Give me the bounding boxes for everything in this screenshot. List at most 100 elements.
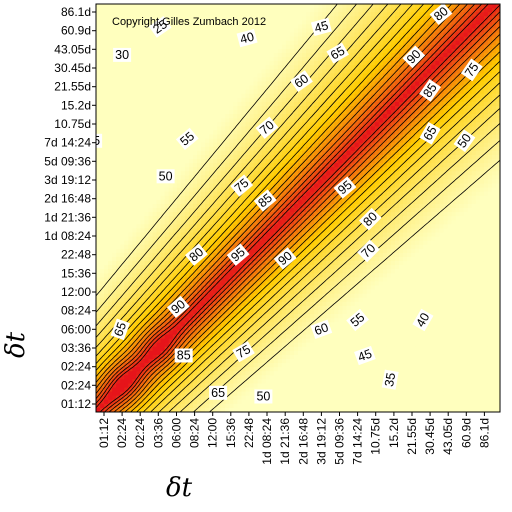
heatmap-cell [217, 52, 222, 58]
heatmap-cell [104, 269, 109, 274]
heatmap-cell [205, 48, 210, 54]
heatmap-cell [96, 273, 101, 278]
heatmap-cell [148, 387, 154, 393]
heatmap-cell [160, 354, 166, 360]
heatmap-cell [225, 273, 230, 278]
heatmap-cell [144, 150, 150, 156]
heatmap-cell [269, 89, 275, 95]
heatmap-cell [124, 363, 129, 368]
heatmap-cell [180, 159, 186, 164]
heatmap-cell [152, 261, 158, 266]
heatmap-cell [172, 89, 178, 95]
heatmap-cell [120, 97, 125, 103]
heatmap-cell [257, 191, 263, 197]
heatmap-cell [148, 12, 154, 17]
heatmap-cell [100, 363, 105, 368]
heatmap-cell [124, 187, 129, 193]
heatmap-cell [213, 305, 218, 311]
heatmap-cell [124, 297, 129, 303]
heatmap-cell [201, 334, 206, 340]
heatmap-cell [209, 354, 214, 360]
heatmap-cell [160, 285, 166, 291]
heatmap-cell [132, 114, 137, 119]
heatmap-cell [197, 73, 202, 79]
heatmap-cell [217, 383, 222, 389]
heatmap-cell [257, 208, 263, 213]
heatmap-cell [269, 85, 275, 91]
heatmap-cell [116, 354, 121, 360]
heatmap-cell [269, 252, 275, 258]
heatmap-cell [112, 318, 117, 323]
heatmap-cell [249, 61, 255, 66]
heatmap-cell [265, 334, 271, 340]
heatmap-cell [241, 318, 247, 323]
heatmap-cell [293, 228, 299, 234]
heatmap-cell [116, 346, 121, 352]
heatmap-cell [221, 28, 226, 34]
heatmap-cell [273, 167, 279, 172]
heatmap-cell [257, 154, 263, 160]
heatmap-cell [201, 338, 206, 344]
heatmap-cell [144, 187, 150, 193]
heatmap-cell [172, 232, 178, 238]
heatmap-cell [197, 338, 202, 344]
heatmap-cell [160, 330, 166, 336]
heatmap-cell [108, 150, 113, 156]
heatmap-cell [221, 118, 226, 123]
heatmap-cell [160, 81, 166, 87]
heatmap-cell [293, 36, 299, 42]
heatmap-cell [253, 118, 259, 123]
heatmap-cell [269, 142, 275, 148]
heatmap-cell [140, 224, 146, 229]
heatmap-cell [257, 89, 263, 95]
heatmap-cell [168, 93, 174, 99]
heatmap-cell [188, 159, 194, 164]
heatmap-cell [120, 8, 125, 13]
heatmap-cell [233, 322, 238, 327]
heatmap-cell [197, 183, 202, 189]
heatmap-cell [144, 154, 150, 160]
heatmap-cell [213, 318, 218, 323]
heatmap-cell [160, 93, 166, 99]
heatmap-cell [277, 314, 283, 319]
heatmap-cell [289, 61, 295, 66]
heatmap-cell [116, 159, 121, 164]
heatmap-cell [265, 244, 271, 250]
heatmap-cell [229, 4, 234, 9]
heatmap-cell [201, 371, 206, 376]
heatmap-cell [148, 346, 154, 352]
heatmap-cell [112, 106, 117, 111]
heatmap-cell [192, 387, 198, 393]
heatmap-cell [229, 130, 234, 136]
heatmap-cell [160, 371, 166, 376]
heatmap-cell [217, 126, 222, 132]
heatmap-cell [201, 358, 206, 364]
heatmap-cell [136, 150, 142, 156]
heatmap-cell [197, 163, 202, 168]
heatmap-cell [112, 256, 117, 262]
heatmap-cell [156, 244, 162, 250]
heatmap-cell [100, 203, 105, 209]
heatmap-cell [205, 16, 210, 21]
heatmap-cell [249, 334, 255, 340]
heatmap-cell [96, 106, 101, 111]
heatmap-cell [197, 310, 202, 315]
heatmap-cell [241, 334, 247, 340]
heatmap-cell [241, 106, 247, 111]
heatmap-cell [281, 224, 287, 229]
heatmap-cell [249, 301, 255, 307]
heatmap-cell [168, 379, 174, 385]
heatmap-cell [176, 32, 182, 38]
heatmap-cell [152, 57, 158, 62]
heatmap-cell [136, 395, 142, 401]
heatmap-cell [205, 358, 210, 364]
heatmap-cell [192, 93, 198, 99]
heatmap-cell [273, 338, 279, 344]
heatmap-cell [172, 371, 178, 376]
heatmap-cell [249, 159, 255, 164]
heatmap-cell [152, 358, 158, 364]
heatmap-cell [96, 281, 101, 287]
heatmap-cell [152, 326, 158, 331]
heatmap-cell [277, 138, 283, 144]
